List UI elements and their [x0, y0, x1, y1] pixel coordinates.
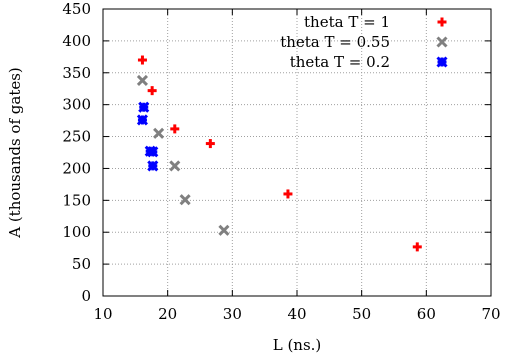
data-point — [218, 224, 230, 236]
legend-item: theta T = 1 — [304, 13, 447, 31]
series-2 — [136, 74, 230, 236]
y-tick-label: 250 — [62, 128, 91, 146]
y-tick-label: 400 — [62, 32, 91, 50]
legend-label: theta T = 0.2 — [290, 53, 390, 71]
y-tick-label: 350 — [62, 64, 91, 82]
y-tick-label: 300 — [62, 96, 91, 114]
x-tick-label: 40 — [287, 305, 306, 323]
x-tick-label: 10 — [93, 305, 112, 323]
x-tick-label: 70 — [481, 305, 500, 323]
data-point — [179, 194, 191, 206]
data-point — [283, 189, 293, 199]
legend-marker — [437, 17, 447, 27]
data-point — [205, 139, 215, 149]
data-point — [169, 160, 181, 172]
legend: theta T = 1 theta T = 0.55 theta T = 0.2 — [280, 13, 448, 71]
data-point — [136, 114, 149, 126]
series-1 — [137, 55, 422, 252]
data-point — [147, 160, 159, 172]
data-point — [412, 242, 422, 252]
x-tick-label: 30 — [223, 305, 242, 323]
legend-item: theta T = 0.2 — [290, 53, 448, 71]
y-tick-labels: 0 50 100 150 200 250 300 350 400 450 — [62, 0, 91, 305]
x-tick-label: 60 — [417, 305, 436, 323]
y-tick-label: 100 — [62, 223, 91, 241]
legend-label: theta T = 1 — [304, 13, 390, 31]
x-tick-labels: 10 20 30 40 50 60 70 — [93, 305, 500, 323]
legend-label: theta T = 0.55 — [280, 33, 390, 51]
y-tick-label: 150 — [62, 191, 91, 209]
legend-marker — [436, 56, 448, 68]
data-point — [153, 127, 165, 139]
data-point — [147, 86, 157, 96]
axis-ticks — [102, 8, 492, 297]
data-point — [136, 74, 149, 86]
legend-marker — [436, 36, 448, 48]
data-points — [136, 55, 422, 252]
y-tick-label: 0 — [81, 287, 91, 305]
data-point — [137, 55, 147, 65]
data-point — [170, 124, 180, 134]
y-tick-label: 200 — [62, 159, 91, 177]
data-point — [138, 101, 150, 113]
data-point — [147, 146, 159, 158]
y-tick-label: 50 — [72, 255, 91, 273]
legend-item: theta T = 0.55 — [280, 33, 448, 51]
x-axis-label: L (ns.) — [273, 336, 322, 354]
series-3 — [136, 101, 159, 172]
y-axis-label: A (thousands of gates) — [6, 67, 24, 239]
x-tick-label: 50 — [352, 305, 371, 323]
x-tick-label: 20 — [158, 305, 177, 323]
y-tick-label: 450 — [62, 0, 91, 18]
